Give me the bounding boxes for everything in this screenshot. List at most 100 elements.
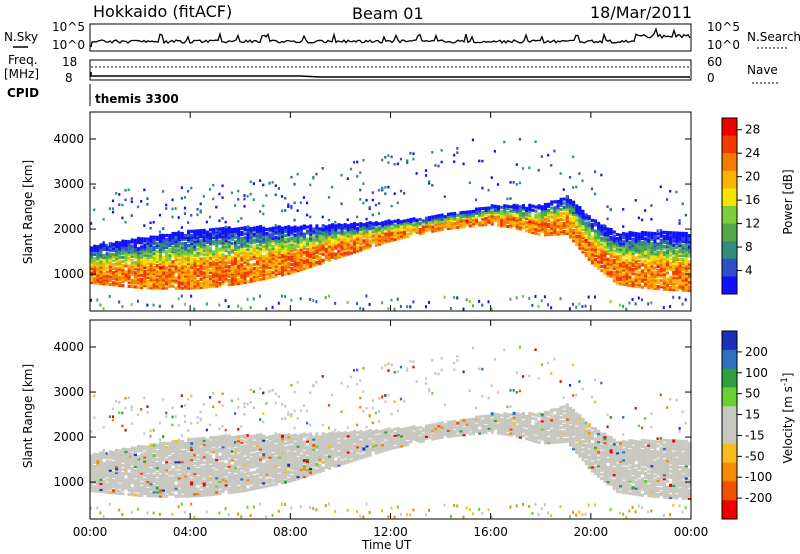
power-cell [284,264,288,268]
velocity-cell [196,445,200,449]
power-cell [393,307,396,311]
power-cell [111,283,116,287]
power-cell [662,283,666,287]
power-cell [665,281,670,285]
power-cell [99,245,103,249]
velocity-cell [208,442,213,446]
power-cell [202,195,205,198]
power-cell [274,225,278,230]
power-cell [90,260,94,264]
power-cell [409,232,413,236]
power-cell [309,254,313,258]
power-cell [265,266,269,270]
velocity-cell [196,494,200,498]
power-cell [593,241,598,245]
velocity-cell [177,450,180,454]
power-cell [187,250,191,254]
power-cell [246,233,250,237]
power-cell [487,220,491,224]
power-cell [637,252,641,256]
velocity-cell [196,455,200,459]
power-cell [233,241,237,245]
power-cell [681,235,685,240]
velocity-cell [193,451,197,455]
power-cell [205,281,209,285]
power-cell [218,265,222,270]
power-cell [202,271,206,275]
power-cell [672,233,676,237]
power-cell [118,281,122,285]
power-cell [118,193,121,196]
velocity-cell [121,513,124,517]
velocity-cell [96,467,100,471]
power-cell [230,258,234,262]
velocity-cell [187,439,191,444]
velocity-cell [221,447,225,451]
power-cell [108,272,112,276]
velocity-cell [121,481,125,486]
power-cell [299,233,303,237]
power-cell [356,160,359,164]
velocity-cell [237,485,241,490]
power-cell [324,233,328,237]
power-cell [659,264,663,269]
power-cell [587,237,591,241]
power-cell [193,280,197,284]
power-cell [334,232,338,236]
power-cell [500,219,504,224]
power-cell [662,261,666,265]
power-cell [568,213,573,217]
power-cell [165,270,169,274]
velocity-cell [230,441,234,445]
power-cell [500,209,504,213]
power-cell [434,164,437,167]
power-cell [359,226,363,230]
velocity-cell [93,489,97,493]
power-cell [587,225,591,229]
power-cell [315,250,319,254]
power-cell [590,259,594,263]
power-cell [628,261,632,265]
velocity-cell [180,460,184,464]
velocity-cell [205,454,209,458]
power-cell [665,255,670,259]
power-cell [99,303,102,307]
velocity-cell [90,464,94,468]
power-cell [255,252,260,256]
velocity-cell [218,481,222,486]
velocity-cell [115,471,119,475]
power-cell [606,235,610,239]
velocity-cell [171,462,175,466]
power-cell [640,285,645,289]
power-cell [315,230,319,234]
power-cell [387,235,391,239]
power-cell [393,233,397,238]
power-cell [331,255,335,259]
power-cell [481,303,484,307]
velocity-cell [121,471,125,476]
power-cell [152,253,156,258]
power-cell [640,259,645,263]
power-cell [559,213,563,218]
power-cell [190,272,194,276]
power-cell [215,282,219,286]
power-cell [431,215,435,219]
velocity-cell [215,480,219,484]
power-cell [249,233,253,237]
velocity-cell [199,493,203,497]
power-cell [196,237,200,241]
velocity-cell [90,458,94,462]
power-cell [593,253,598,257]
power-cell [387,161,390,164]
power-cell [550,224,554,228]
power-cell [622,264,626,268]
velocity-cell [180,458,184,462]
power-cell [547,210,551,214]
power-cell [334,230,338,234]
power-cell [568,233,573,237]
power-cell [177,272,181,276]
velocity-cell [130,458,134,462]
power-cell [190,245,194,250]
velocity-cell [90,460,94,464]
power-cell [158,262,162,266]
